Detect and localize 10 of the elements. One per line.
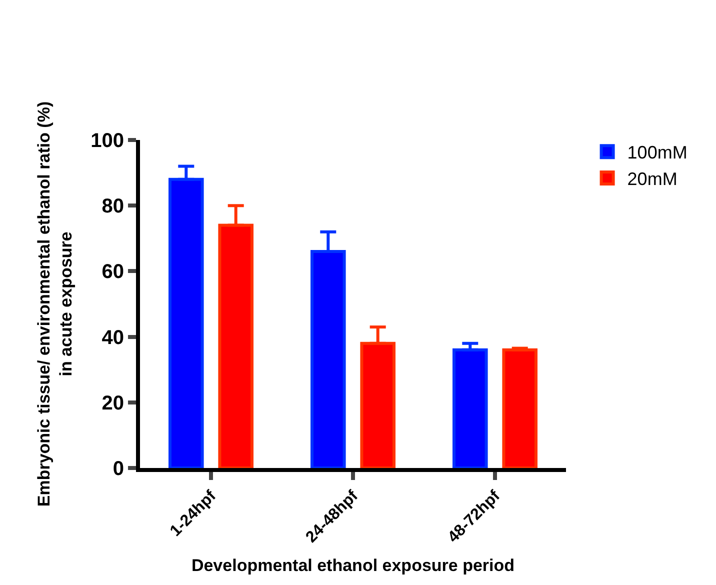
y-tick-label: 60: [102, 261, 124, 284]
y-tick-label: 0: [112, 458, 124, 480]
legend-label: 100mM: [627, 142, 688, 163]
y-tick-label: 80: [102, 196, 124, 218]
legend-label: 20mM: [627, 169, 678, 190]
y-tick-label: 40: [102, 326, 124, 349]
y-tick-label: 100: [90, 130, 124, 152]
y-tick-label: 20: [102, 392, 124, 414]
y-axis-title: Embryonic tissue/ environmental ethanol ratio (%) in acute exposure: [34, 101, 76, 507]
x-axis-title: Developmental ethanol exposure period: [191, 556, 515, 576]
